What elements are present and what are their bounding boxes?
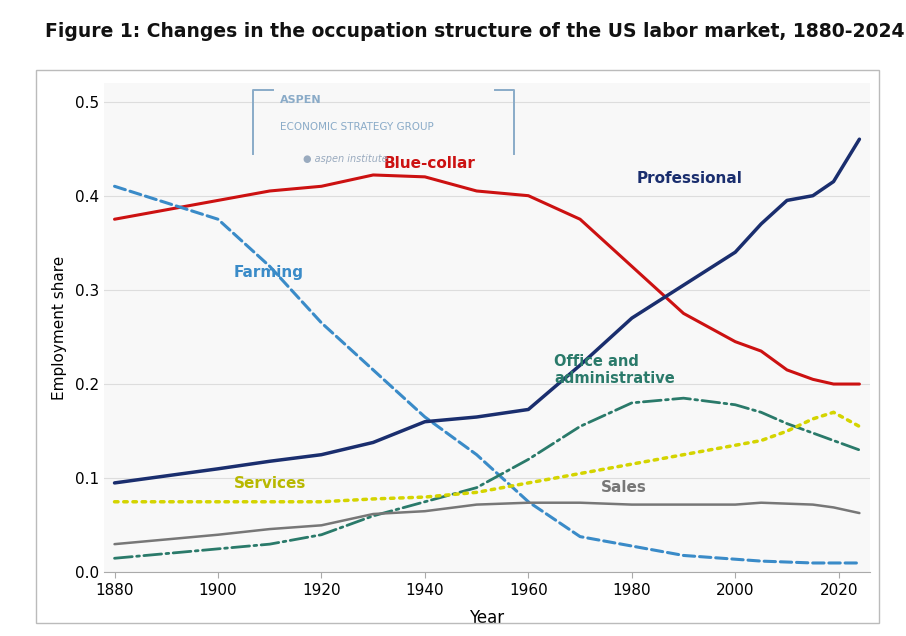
Text: Farming: Farming: [234, 265, 304, 280]
X-axis label: Year: Year: [469, 609, 505, 627]
Text: Office and
administrative: Office and administrative: [554, 354, 675, 386]
Y-axis label: Employment share: Employment share: [52, 256, 67, 399]
Text: Professional: Professional: [637, 171, 743, 186]
Text: Figure 1: Changes in the occupation structure of the US labor market, 1880-2024: Figure 1: Changes in the occupation stru…: [45, 22, 905, 41]
Text: ASPEN: ASPEN: [280, 95, 322, 105]
Text: Services: Services: [234, 476, 306, 492]
Text: ECONOMIC STRATEGY GROUP: ECONOMIC STRATEGY GROUP: [280, 122, 434, 132]
Text: Sales: Sales: [601, 480, 647, 495]
Text: Blue-collar: Blue-collar: [383, 156, 476, 171]
Text: ● aspen institute: ● aspen institute: [304, 154, 388, 163]
